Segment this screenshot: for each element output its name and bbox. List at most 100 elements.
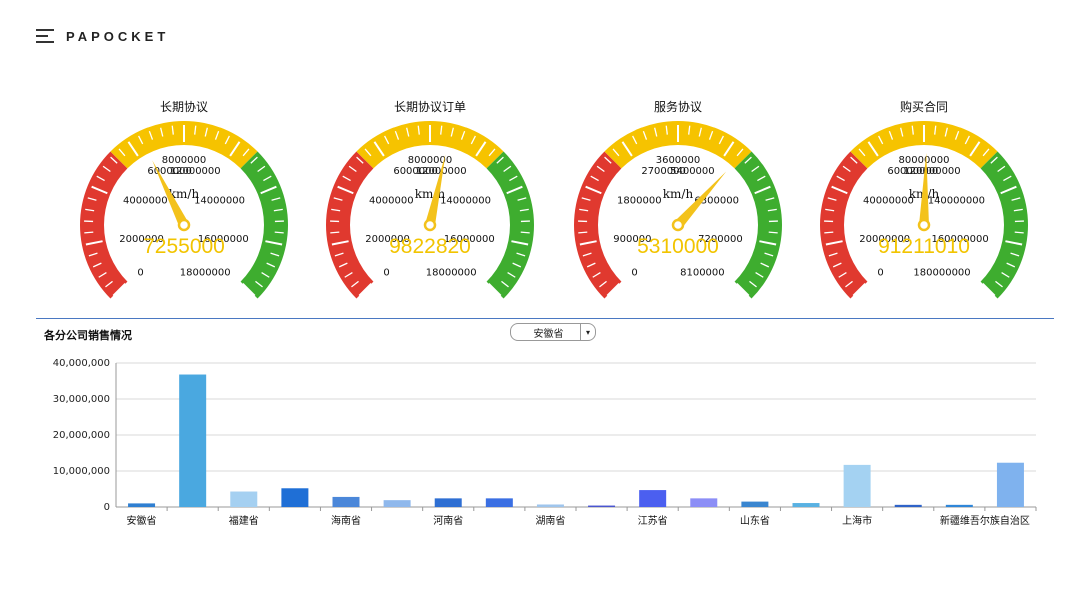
hamburger-icon[interactable]	[36, 29, 54, 43]
gauge-tick-label: 14000000	[194, 196, 245, 207]
gauge-band-yellow	[356, 121, 504, 169]
gauge-tick	[900, 127, 904, 137]
gauge-value: 7255000	[143, 235, 225, 258]
bar[interactable]	[843, 464, 871, 507]
gauge-tick	[351, 280, 359, 288]
gauge-tick	[331, 208, 341, 212]
gauge-title: 长期协议	[159, 100, 208, 114]
bar[interactable]	[281, 488, 309, 507]
select-value: 安徽省	[533, 328, 564, 340]
gauge-band-green	[734, 151, 782, 299]
gauge-tick	[92, 262, 102, 268]
gauge-tick	[1003, 175, 1012, 182]
gauge-tick	[274, 231, 284, 234]
gauge-tick	[911, 125, 914, 135]
gauge-tick	[852, 282, 867, 297]
gauge-tick	[487, 282, 502, 297]
bar[interactable]	[588, 505, 616, 507]
gauge-tick	[506, 185, 523, 195]
bar[interactable]	[179, 374, 207, 507]
gauge-tick-label: 18000000	[426, 268, 477, 279]
gauge-tick	[621, 141, 633, 157]
gauge-tick	[204, 127, 208, 137]
bar[interactable]	[434, 498, 462, 507]
gauge-tick-label: 80000000	[899, 155, 950, 166]
gauge-tick	[271, 197, 281, 201]
bar[interactable]	[894, 504, 922, 507]
bar[interactable]	[639, 490, 667, 507]
gauge-tick-label: 6300000	[694, 196, 739, 207]
bar[interactable]	[945, 504, 973, 507]
gauge-tick	[1010, 252, 1020, 257]
gauge-needle	[152, 160, 189, 228]
gauge-tick	[759, 240, 777, 246]
gauge-tick	[582, 252, 592, 257]
gauge-tick	[241, 282, 256, 297]
gauge-tick-label: 160000000	[931, 234, 988, 245]
gauge-tick	[828, 252, 838, 257]
bar[interactable]	[792, 503, 820, 507]
gauge-tick	[586, 262, 596, 268]
gauge-tick	[520, 231, 530, 234]
gauge-tick	[260, 185, 277, 195]
gauge-tick-label: 8000000	[408, 155, 453, 166]
gauge-tick	[1011, 197, 1021, 201]
gauge-tick-label: 16000000	[444, 234, 495, 245]
gauge-tick-label: 20000000	[859, 234, 910, 245]
gauge-tick	[148, 130, 154, 140]
gauge-tick	[88, 252, 98, 257]
gauge-tick-label: 4000000	[369, 196, 414, 207]
bar[interactable]	[383, 500, 411, 507]
gauge-tick	[450, 127, 454, 137]
bar[interactable]	[332, 496, 360, 507]
gauge-tick	[768, 231, 778, 234]
gauge-tick	[127, 141, 139, 157]
gauge-tick	[718, 135, 724, 145]
gauge-tick-label: 2000000	[365, 234, 410, 245]
gauge-band-yellow	[110, 121, 258, 169]
x-tick-label: 海南省	[331, 514, 361, 527]
gauge-tick	[831, 185, 848, 195]
gauge-tick	[501, 280, 509, 288]
x-tick-label: 上海市	[842, 514, 872, 527]
gauge-tick-label: 8000000	[162, 155, 207, 166]
bar[interactable]	[690, 498, 718, 507]
gauge-tick-label: 0	[383, 268, 389, 279]
bar[interactable]	[741, 501, 769, 507]
gauge-tick	[214, 130, 220, 140]
gauge-tick	[488, 148, 496, 157]
bar[interactable]	[230, 491, 258, 507]
y-tick-label: 0	[104, 502, 110, 513]
gauge-tick	[87, 197, 97, 201]
gauge-tick-label: 0	[137, 268, 143, 279]
bar[interactable]	[128, 503, 156, 507]
gauge-tick	[266, 262, 276, 268]
gauge-tick	[760, 262, 770, 268]
gauge-tick	[981, 282, 996, 297]
gauge-band-red	[80, 151, 128, 299]
gauge-tick	[112, 282, 127, 297]
gauge-hub	[423, 218, 437, 232]
gauge-tick	[579, 208, 589, 212]
bar[interactable]	[996, 462, 1024, 507]
chevron-down-icon[interactable]: ▾	[580, 324, 595, 340]
gauge-tick	[632, 135, 638, 145]
gauge-tick	[858, 148, 866, 157]
gauge-tick-label: 4000000	[123, 196, 168, 207]
gauge-tick	[85, 240, 103, 246]
gauge-tick-label: 180000000	[913, 268, 970, 279]
gauge-tick	[850, 156, 858, 164]
bar[interactable]	[485, 498, 513, 507]
gauge-tick	[171, 125, 174, 135]
gauge-tick	[1001, 271, 1010, 278]
bar[interactable]	[536, 504, 564, 507]
gauge-tick	[751, 165, 760, 173]
gauge-band-red	[574, 151, 622, 299]
gauge-tick	[342, 175, 351, 182]
gauge-tick-label: 18000000	[180, 268, 231, 279]
gauge-tick	[878, 135, 884, 145]
gauge-tick	[735, 282, 750, 297]
gauge-tick	[224, 135, 230, 145]
gauge-tick	[654, 127, 658, 137]
province-select[interactable]: 安徽省 ▾	[510, 323, 596, 341]
